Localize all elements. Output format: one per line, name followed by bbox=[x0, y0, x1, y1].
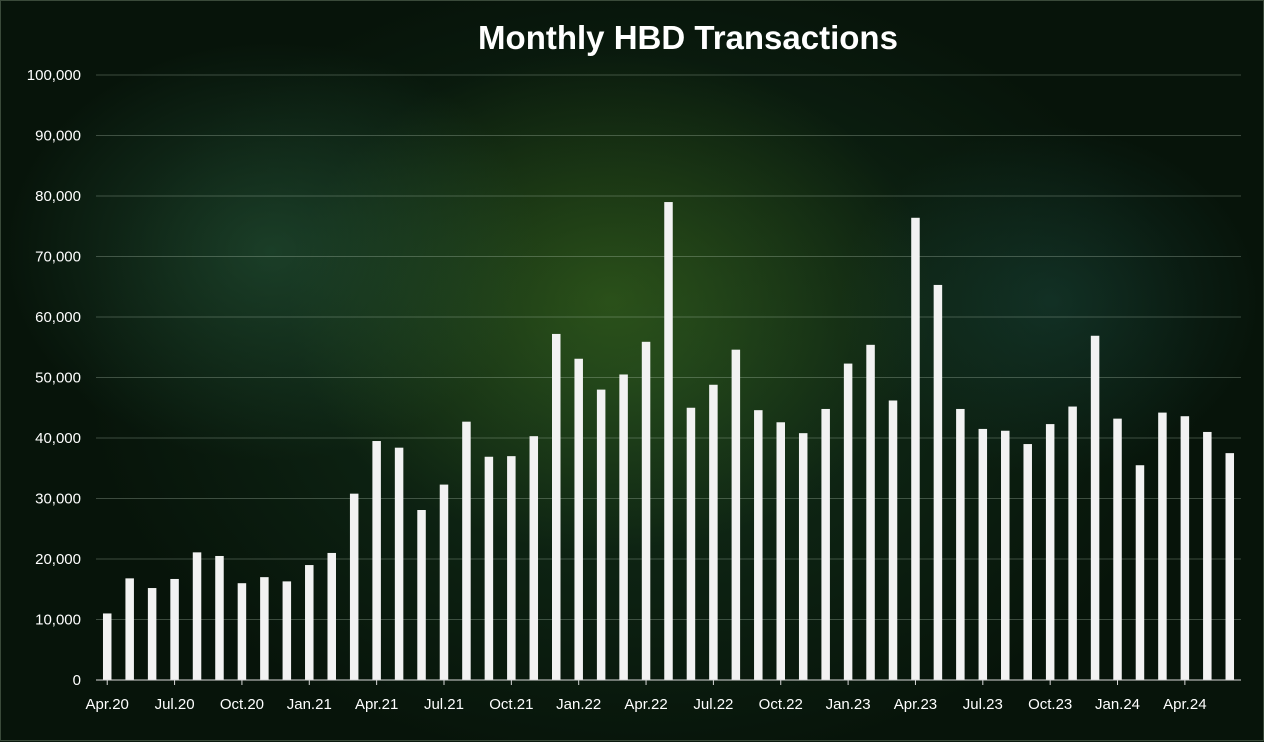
bar bbox=[664, 202, 673, 681]
y-tick-label: 70,000 bbox=[35, 249, 81, 266]
bar bbox=[1090, 335, 1100, 680]
x-tick-label: Oct.20 bbox=[220, 696, 264, 713]
bar bbox=[439, 484, 449, 680]
bar bbox=[102, 613, 112, 680]
bar bbox=[417, 510, 426, 680]
y-tick-label: 50,000 bbox=[35, 370, 81, 387]
x-tick-label: Jan.21 bbox=[287, 696, 332, 713]
bar bbox=[1023, 444, 1032, 680]
bar bbox=[641, 341, 651, 680]
y-tick-label: 20,000 bbox=[35, 551, 81, 568]
bar bbox=[776, 422, 785, 680]
bar bbox=[798, 433, 808, 680]
bar bbox=[821, 408, 830, 680]
x-tick-label: Jan.24 bbox=[1095, 696, 1140, 713]
bar bbox=[484, 456, 494, 680]
bar bbox=[237, 583, 247, 680]
x-tick-label: Apr.24 bbox=[1163, 696, 1206, 713]
y-tick-label: 40,000 bbox=[35, 430, 81, 447]
bar bbox=[843, 363, 853, 680]
x-tick-label: Apr.22 bbox=[624, 696, 667, 713]
bar bbox=[1180, 416, 1190, 680]
x-tick-label: Oct.22 bbox=[759, 696, 803, 713]
bar bbox=[462, 421, 471, 680]
x-tick-label: Jan.23 bbox=[826, 696, 871, 713]
bar bbox=[170, 578, 179, 680]
bar bbox=[619, 374, 628, 680]
bar bbox=[1135, 465, 1145, 680]
bar bbox=[754, 410, 763, 680]
bar bbox=[709, 384, 718, 680]
bar bbox=[978, 428, 988, 680]
y-tick-label: 100,000 bbox=[27, 67, 81, 84]
bar bbox=[596, 389, 606, 680]
bar bbox=[282, 581, 292, 680]
x-tick-label: Jul.23 bbox=[963, 696, 1003, 713]
x-tick-label: Oct.21 bbox=[489, 696, 533, 713]
bar bbox=[686, 407, 696, 680]
bar bbox=[507, 456, 516, 680]
x-tick-label: Apr.21 bbox=[355, 696, 398, 713]
bar bbox=[552, 333, 561, 680]
bar bbox=[372, 441, 381, 680]
y-tick-label: 80,000 bbox=[35, 188, 81, 205]
bar bbox=[1158, 412, 1167, 680]
y-tick-label: 60,000 bbox=[35, 309, 81, 326]
bar bbox=[1113, 418, 1122, 680]
y-axis-ticks: 0 10,000 20,000 30,000 40,000 50,000 60,000 70,… bbox=[27, 67, 81, 689]
x-tick-label: Jan.22 bbox=[556, 696, 601, 713]
bars bbox=[102, 202, 1235, 681]
bar bbox=[956, 408, 965, 680]
y-tick-label: 10,000 bbox=[35, 612, 81, 629]
bar bbox=[866, 344, 875, 680]
x-axis-ticks: Apr.20 Jul.20 Oct.20 Jan.21 Apr.21 Jul.21 Oct.… bbox=[86, 680, 1207, 713]
bar bbox=[394, 447, 404, 680]
bar bbox=[911, 217, 920, 680]
x-tick-label: Apr.23 bbox=[894, 696, 937, 713]
bar bbox=[125, 578, 134, 680]
y-tick-label: 0 bbox=[73, 672, 81, 689]
chart-title: Monthly HBD Transactions bbox=[478, 19, 898, 56]
bar bbox=[574, 358, 583, 680]
bar bbox=[1001, 430, 1010, 680]
bar bbox=[1203, 431, 1212, 680]
bar bbox=[327, 552, 336, 680]
bar bbox=[305, 565, 314, 680]
bar bbox=[529, 436, 539, 680]
bar bbox=[215, 555, 224, 680]
x-tick-label: Apr.20 bbox=[86, 696, 129, 713]
bar bbox=[147, 588, 157, 680]
y-tick-label: 30,000 bbox=[35, 491, 81, 508]
y-tick-label: 90,000 bbox=[35, 128, 81, 145]
bar bbox=[349, 493, 359, 680]
x-tick-label: Jul.20 bbox=[155, 696, 195, 713]
bar bbox=[1225, 453, 1235, 681]
bar bbox=[1068, 406, 1077, 680]
bar bbox=[260, 577, 269, 680]
x-tick-label: Jul.22 bbox=[693, 696, 733, 713]
bar bbox=[933, 284, 943, 680]
x-tick-label: Oct.23 bbox=[1028, 696, 1072, 713]
x-tick-label: Jul.21 bbox=[424, 696, 464, 713]
bar bbox=[731, 349, 741, 680]
bar bbox=[192, 552, 202, 680]
bar bbox=[1045, 424, 1055, 680]
bar bbox=[888, 400, 898, 680]
